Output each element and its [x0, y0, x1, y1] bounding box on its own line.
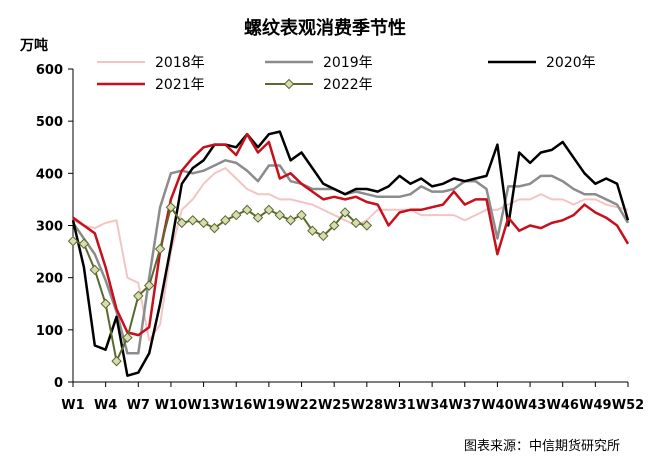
data-point-marker: [187, 215, 198, 226]
data-point-marker: [307, 225, 318, 236]
legend: 2018年 2019年 2020年 2021年 2022年: [97, 55, 596, 93]
legend-label-2020年: 2020年: [546, 55, 596, 71]
y-tick-label: 500: [36, 115, 63, 130]
data-point-marker: [252, 212, 264, 223]
x-tick-label: W10: [155, 398, 187, 413]
data-point-marker: [100, 298, 111, 309]
data-point-marker: [154, 243, 166, 255]
y-tick-label: 600: [36, 63, 63, 78]
y-axis: 0 100 200 300 400 500 600: [36, 63, 74, 391]
x-tick-label: W13: [187, 398, 219, 413]
data-point-marker: [67, 235, 79, 247]
data-point-marker: [263, 204, 275, 216]
data-point-marker: [241, 204, 253, 216]
data-point-marker: [143, 280, 155, 291]
series-line-2018年: [72, 167, 629, 342]
x-tick-label: W7: [127, 398, 150, 413]
legend-marker: [283, 78, 295, 90]
data-point-marker: [350, 217, 362, 229]
data-point-marker: [339, 207, 351, 218]
data-point-marker: [231, 209, 242, 221]
y-tick-label: 400: [36, 167, 63, 182]
y-tick-label: 0: [54, 376, 63, 391]
legend-label-2019年: 2019年: [323, 55, 373, 71]
x-tick-label: W40: [481, 398, 513, 413]
series-line-2020年: [71, 130, 630, 377]
x-tick-label: W34: [416, 398, 448, 413]
source-note: 图表来源：中信期货研究所: [464, 438, 620, 454]
legend-label-2021年: 2021年: [155, 77, 205, 93]
x-tick-label: W46: [546, 398, 578, 413]
data-point-marker: [296, 209, 307, 221]
data-point-marker: [176, 217, 188, 229]
x-tick-label: W22: [285, 398, 317, 413]
series-line-2022年: [72, 206, 368, 363]
data-point-marker: [111, 355, 122, 367]
x-tick-label: W52: [612, 398, 644, 413]
series-layer: [67, 130, 630, 377]
data-point-marker: [122, 332, 133, 343]
x-tick-label: W28: [351, 398, 383, 413]
x-axis: W1 W4 W7 W10 W13 W16 W19 W22 W25 W28 W31 W34 W37 W40 W…: [61, 381, 644, 413]
x-tick-label: W37: [449, 398, 481, 413]
x-tick-label: W25: [318, 398, 350, 413]
data-point-marker: [209, 222, 220, 234]
data-point-marker: [133, 290, 144, 302]
data-point-marker: [318, 230, 329, 242]
chart-title: 螺纹表观消费季节性: [244, 17, 406, 39]
y-tick-label: 300: [36, 220, 63, 235]
data-point-marker: [220, 215, 231, 226]
y-tick-label: 100: [36, 324, 63, 339]
x-tick-label: W19: [253, 398, 285, 413]
data-point-marker: [198, 217, 209, 229]
x-tick-label: W31: [383, 398, 415, 413]
data-point-marker: [285, 215, 296, 226]
legend-label-2018年: 2018年: [155, 55, 205, 71]
x-tick-label: W16: [220, 398, 252, 413]
x-tick-label: W49: [579, 398, 611, 413]
data-point-marker: [361, 220, 373, 231]
y-tick-label: 200: [36, 272, 63, 287]
x-tick-label: W4: [94, 398, 117, 413]
legend-label-2022年: 2022年: [323, 77, 373, 93]
x-tick-label: W1: [61, 398, 84, 413]
data-point-marker: [274, 209, 285, 221]
data-point-marker: [78, 238, 90, 249]
y-axis-unit: 万吨: [19, 37, 48, 54]
x-tick-label: W43: [514, 398, 546, 413]
data-point-marker: [89, 264, 100, 276]
data-point-marker: [328, 220, 340, 231]
data-point-marker: [165, 202, 177, 213]
